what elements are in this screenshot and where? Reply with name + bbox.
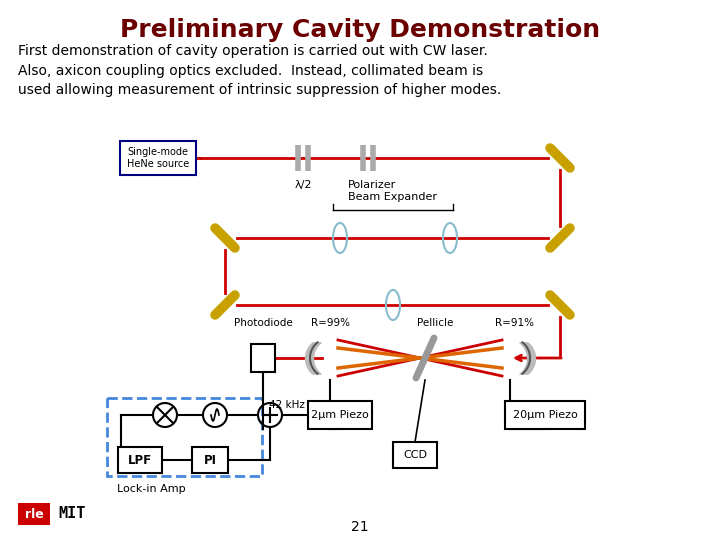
Bar	[308, 401, 372, 429]
Text: Polarizer: Polarizer	[348, 180, 396, 190]
Text: Photodiode: Photodiode	[233, 318, 292, 328]
Text: LPF: LPF	[128, 454, 152, 467]
Bar	[107, 398, 262, 476]
Text: First demonstration of cavity operation is carried out with CW laser.
Also, axic: First demonstration of cavity operation …	[18, 44, 501, 97]
Text: rle: rle	[24, 508, 43, 521]
Bar	[118, 447, 162, 473]
Text: Single-mode
HeNe source: Single-mode HeNe source	[127, 147, 189, 169]
Text: PI: PI	[204, 454, 217, 467]
Text: R=99%: R=99%	[310, 318, 349, 328]
Text: 2µm Piezo: 2µm Piezo	[311, 410, 369, 420]
Text: Preliminary Cavity Demonstration: Preliminary Cavity Demonstration	[120, 18, 600, 42]
Text: MIT: MIT	[58, 507, 86, 522]
Bar	[18, 503, 50, 525]
Text: 20µm Piezo: 20µm Piezo	[513, 410, 577, 420]
Bar	[192, 447, 228, 473]
Text: 42 kHz: 42 kHz	[269, 400, 305, 410]
Text: λ/2: λ/2	[294, 180, 312, 190]
Text: Lock-in Amp: Lock-in Amp	[117, 484, 186, 494]
Text: 21: 21	[351, 520, 369, 534]
Bar	[120, 141, 196, 175]
Bar	[393, 442, 437, 468]
Text: R=91%: R=91%	[495, 318, 534, 328]
Bar	[251, 344, 275, 372]
Text: CCD: CCD	[403, 450, 427, 460]
Text: Pellicle: Pellicle	[417, 318, 453, 328]
Bar	[505, 401, 585, 429]
Text: Beam Expander: Beam Expander	[348, 192, 438, 202]
